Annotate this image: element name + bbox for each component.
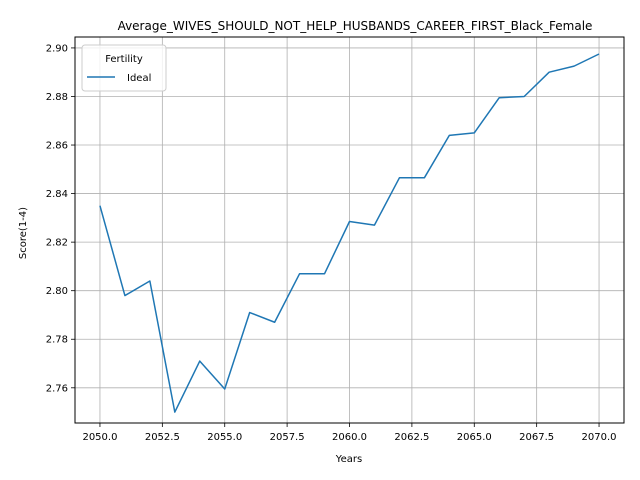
y-axis-label: Score(1-4) <box>18 207 29 259</box>
x-tick-label: 2052.5 <box>145 432 180 443</box>
x-tick-label: 2067.5 <box>519 432 554 443</box>
legend-title: Fertility <box>105 54 143 65</box>
y-tick-label: 2.90 <box>46 43 68 54</box>
y-axis: 2.76 2.78 2.80 2.82 2.84 2.86 2.88 2.90 <box>46 43 75 394</box>
x-axis-label: Years <box>335 454 362 465</box>
legend: Fertility Ideal <box>81 44 167 92</box>
y-tick-label: 2.88 <box>46 92 68 103</box>
y-tick-label: 2.86 <box>46 141 68 152</box>
chart-title: Average_WIVES_SHOULD_NOT_HELP_HUSBANDS_C… <box>118 19 593 33</box>
legend-box <box>81 44 167 92</box>
x-tick-label: 2070.0 <box>582 432 617 443</box>
x-tick-label: 2050.0 <box>82 432 117 443</box>
y-tick-label: 2.84 <box>46 189 68 200</box>
x-tick-label: 2055.0 <box>207 432 242 443</box>
x-tick-label: 2057.5 <box>270 432 305 443</box>
x-tick-label: 2060.0 <box>332 432 367 443</box>
legend-label-ideal: Ideal <box>127 73 151 84</box>
x-axis: 2050.0 2052.5 2055.0 2057.5 2060.0 2062.5 2065… <box>82 423 617 443</box>
x-tick-label: 2065.0 <box>457 432 492 443</box>
y-tick-label: 2.82 <box>46 238 68 249</box>
y-tick-label: 2.78 <box>46 335 68 346</box>
y-tick-label: 2.76 <box>46 383 68 394</box>
grid-layer <box>75 37 624 423</box>
series-layer <box>99 53 600 413</box>
series-line-ideal <box>99 53 600 413</box>
x-tick-label: 2062.5 <box>394 432 429 443</box>
y-tick-label: 2.80 <box>46 286 68 297</box>
